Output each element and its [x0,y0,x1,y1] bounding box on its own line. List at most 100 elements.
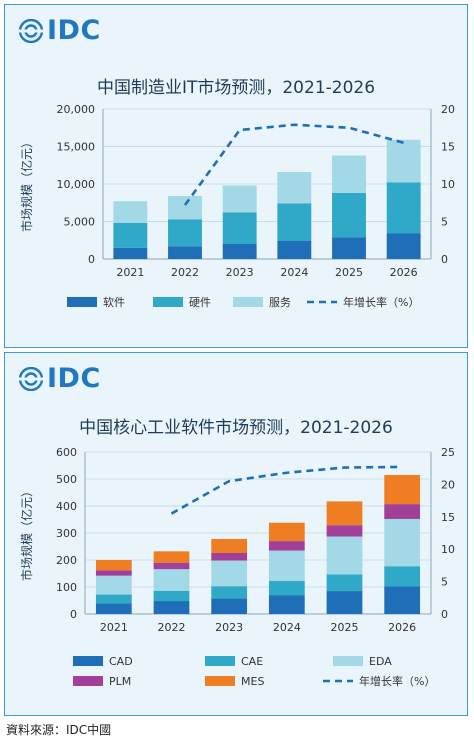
bar-segment [222,185,257,213]
y2-tick-label: 20 [441,103,455,116]
legend-swatch [73,676,103,686]
y2-tick-label: 10 [441,178,455,191]
legend-swatch [73,656,103,666]
y2-tick-label: 25 [441,446,455,459]
bar-segment [113,223,148,248]
bar-segment [95,575,132,595]
bar-segment [386,182,421,234]
legend-swatch [205,656,235,666]
bar-segment [95,603,132,614]
growth-rate-line [170,465,403,515]
bar-segment [211,560,248,587]
legend-label: 服务 [269,296,291,309]
bar-segment [222,244,257,259]
legend-label: CAE [241,655,263,668]
bar-segment [153,601,190,614]
bar-segment [384,504,421,519]
y-tick-label: 10,000 [57,178,96,191]
bar-segment [326,501,363,526]
bar-segment [332,155,366,193]
bar-segment [332,193,366,238]
x-tick-label: 2024 [280,266,308,279]
bar-segment [95,560,132,571]
y-tick-label: 0 [70,608,77,621]
x-tick-label: 2021 [100,621,128,634]
bar-segment [211,538,248,553]
y-tick-label: 5,000 [64,216,96,229]
bar-segment [153,551,190,563]
bar-segment [326,591,363,614]
x-tick-label: 2025 [335,266,363,279]
legend-label: MES [241,675,264,688]
bar-segment [168,246,202,259]
y-tick-label: 100 [56,581,77,594]
y2-tick-label: 15 [441,141,455,154]
legend-label: EDA [369,655,392,668]
idc-logo: IDC [19,15,101,46]
x-tick-label: 2026 [388,621,416,634]
bar-segment [386,233,421,259]
legend-swatch [153,297,183,307]
bar-segment [268,595,305,614]
idc-logo: IDC [19,363,101,394]
legend-label: 硬件 [189,296,211,309]
bar-segment [268,550,305,581]
y2-tick-label: 5 [441,216,448,229]
logo-text: IDC [47,15,101,46]
bar-segment [153,562,190,570]
bar-segment [384,518,421,567]
x-tick-label: 2025 [331,621,359,634]
bar-segment [277,241,312,259]
x-tick-label: 2026 [390,266,418,279]
y-tick-label: 600 [56,446,77,459]
bar-segment [153,590,190,602]
y2-tick-label: 0 [441,608,448,621]
x-tick-label: 2021 [116,266,144,279]
chart-title: 中国核心工业软件市场预测，2021-2026 [79,418,393,438]
it-market-chart: 0 5,000 10,000 15,000 20,000 0 5 10 15 20 市场规模（亿元）… [19,103,455,309]
bar-segment [332,237,366,259]
logo-text: IDC [47,363,101,394]
bar-segment [268,522,305,542]
source-note: 資料來源：IDC中國 [6,723,112,737]
y2-tick-label: 15 [441,511,455,524]
bar-segment [384,566,421,587]
legend-label: 软件 [103,295,125,309]
industrial-software-panel: IDC 中国核心工业软件市场预测，2021-2026 0 100 200 300 400… [4,352,468,716]
bar-segment [386,139,421,183]
legend-swatch [67,297,97,307]
legend-label: 年增长率（%） [359,674,435,688]
legend-label: 年增长率（%） [343,295,419,309]
it-market-panel: IDC 中国制造业IT市场预测，2021-2026 0 5,000 10,000 15… [4,4,468,348]
bar-segment [277,172,312,204]
x-tick-label: 2024 [273,621,301,634]
bar-segment [268,580,305,596]
bar-segment [95,570,132,576]
legend-label: PLM [109,675,131,688]
bar-segment [222,212,257,244]
legend-swatch [233,297,263,307]
y2-tick-label: 5 [441,576,448,589]
idc-globe-icon [19,366,43,391]
bar-segment [384,586,421,614]
bar-segment [113,201,148,223]
x-tick-label: 2023 [215,621,243,634]
bar-segment [168,196,202,220]
legend-label: CAD [109,655,133,668]
bar-segment [326,536,363,575]
bar-segment [277,203,312,241]
bar-segment [113,247,148,259]
bar-segment [268,541,305,551]
y-tick-label: 0 [88,253,95,266]
y2-tick-label: 0 [441,253,448,266]
y-tick-label: 500 [56,473,77,486]
bar-segment [326,574,363,592]
legend-swatch [333,656,363,666]
x-tick-label: 2022 [171,266,199,279]
y-axis-label: 市场规模（亿元） [19,136,34,232]
y-tick-label: 400 [56,500,77,513]
y-tick-label: 15,000 [57,141,96,154]
growth-rate-line [183,123,405,206]
bar-segment [211,552,248,561]
legend-swatch [205,676,235,686]
